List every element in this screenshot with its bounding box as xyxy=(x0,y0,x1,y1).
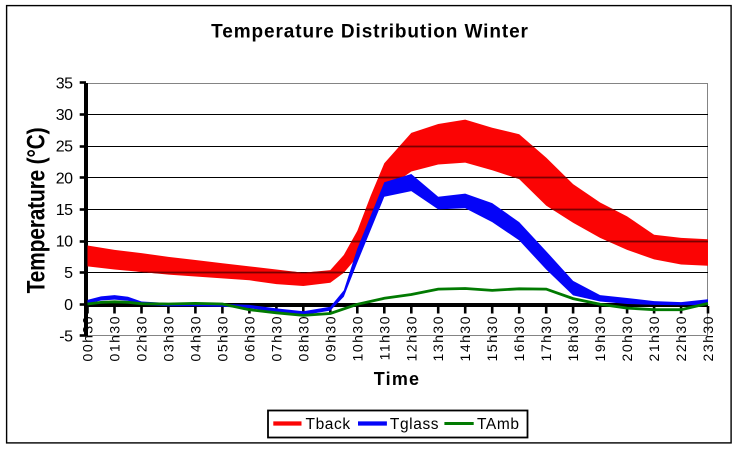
svg-text:Temperature (°C): Temperature (°C) xyxy=(22,128,50,294)
svg-text:21h30: 21h30 xyxy=(646,315,662,361)
svg-text:06h30: 06h30 xyxy=(241,315,257,361)
svg-text:23h30: 23h30 xyxy=(700,315,716,361)
svg-text:TAmb: TAmb xyxy=(477,416,520,433)
svg-text:25: 25 xyxy=(56,139,73,156)
svg-text:03h30: 03h30 xyxy=(160,315,176,361)
svg-text:09h30: 09h30 xyxy=(322,315,338,361)
svg-text:22h30: 22h30 xyxy=(673,315,689,361)
svg-text:14h30: 14h30 xyxy=(457,315,473,361)
svg-text:05h30: 05h30 xyxy=(214,315,230,361)
svg-text:12h30: 12h30 xyxy=(403,315,419,361)
svg-text:01h30: 01h30 xyxy=(107,315,123,361)
svg-text:0: 0 xyxy=(64,297,73,314)
svg-text:10h30: 10h30 xyxy=(349,315,365,361)
svg-text:07h30: 07h30 xyxy=(268,315,284,361)
svg-text:00h30: 00h30 xyxy=(80,315,96,361)
svg-text:15: 15 xyxy=(56,202,73,219)
svg-text:13h30: 13h30 xyxy=(430,315,446,361)
svg-text:08h30: 08h30 xyxy=(295,315,311,361)
svg-text:17h30: 17h30 xyxy=(538,315,554,361)
svg-text:11h30: 11h30 xyxy=(376,315,392,360)
svg-text:10: 10 xyxy=(56,234,73,251)
svg-text:20: 20 xyxy=(56,170,73,187)
svg-text:35: 35 xyxy=(56,75,73,92)
svg-text:5: 5 xyxy=(64,265,73,282)
svg-text:16h30: 16h30 xyxy=(511,315,527,361)
svg-text:02h30: 02h30 xyxy=(134,315,150,361)
svg-text:30: 30 xyxy=(56,107,73,124)
svg-text:18h30: 18h30 xyxy=(565,315,581,361)
svg-text:Time: Time xyxy=(374,369,421,389)
svg-text:19h30: 19h30 xyxy=(592,315,608,361)
svg-text:20h30: 20h30 xyxy=(619,315,635,361)
svg-text:04h30: 04h30 xyxy=(187,315,203,361)
svg-text:15h30: 15h30 xyxy=(484,315,500,361)
svg-text:Tglass: Tglass xyxy=(390,416,439,433)
svg-text:Temperature Distribution Winte: Temperature Distribution Winter xyxy=(211,22,529,43)
svg-text:Tback: Tback xyxy=(306,416,351,433)
svg-text:-5: -5 xyxy=(59,328,73,345)
